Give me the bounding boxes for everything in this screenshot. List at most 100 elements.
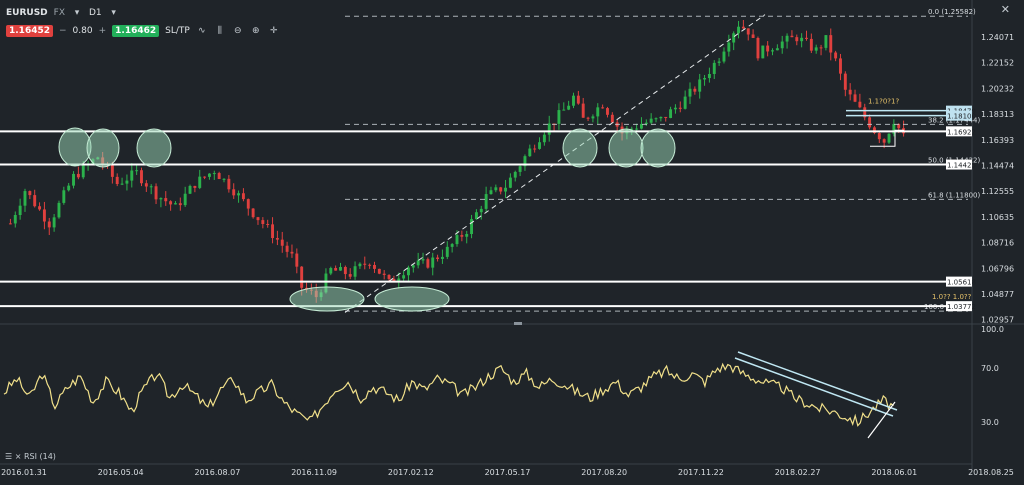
candle-body <box>863 107 867 118</box>
price-tick-label: 1.04877 <box>981 290 1014 299</box>
chart-toolbar: EURUSD FX ▾ D1 ▾ 1.16452 − 0.80 + 1.1646… <box>6 4 280 37</box>
candle-body <box>848 89 852 95</box>
level-price-tag <box>946 276 972 287</box>
fib-partial-label: 1.1?0?1? <box>868 98 899 106</box>
level-price-label: 1.05618 <box>947 279 976 287</box>
symbol-label[interactable]: EURUSD <box>6 8 48 18</box>
candle-body <box>47 221 51 228</box>
candle-body <box>115 176 119 185</box>
candle-body <box>533 148 537 150</box>
candle-body <box>397 278 401 282</box>
candle-body <box>843 73 847 90</box>
crosshair-icon[interactable]: ✛ <box>270 26 278 36</box>
price-box-tag <box>946 105 972 116</box>
candle-body <box>654 118 658 120</box>
zoom-in-icon[interactable]: ⊕ <box>252 26 260 36</box>
candle-body <box>295 253 299 267</box>
time-tick-label: 2016.11.09 <box>291 468 337 477</box>
candle-body <box>610 114 614 123</box>
candle-body <box>824 35 828 48</box>
candle-body <box>416 260 420 266</box>
candle-body <box>892 123 896 134</box>
zoom-out-icon[interactable]: ⊖ <box>234 26 242 36</box>
timeframe-label[interactable]: D1 <box>89 8 102 18</box>
candle-body <box>382 273 386 275</box>
close-indicator-icon[interactable]: ⨯ <box>14 452 22 461</box>
candle-body <box>455 235 459 245</box>
candle-body <box>329 268 333 274</box>
candle-body <box>741 26 745 29</box>
price-tick-label: 1.14474 <box>981 162 1014 171</box>
candle-body <box>203 176 207 178</box>
candle-body <box>766 45 770 52</box>
candle-body <box>159 198 163 200</box>
level-price-tag <box>946 301 972 312</box>
candle-body <box>149 186 153 188</box>
candle-body <box>23 191 27 206</box>
rsi-tick-label: 70.0 <box>981 364 999 373</box>
price-tick-label: 1.06796 <box>981 264 1014 273</box>
candle-body <box>528 148 532 157</box>
candle-body <box>110 165 114 177</box>
rsi-line <box>3 362 894 427</box>
bar-chart-icon[interactable]: ⫼ <box>217 26 222 36</box>
chevron-down-icon[interactable]: ▾ <box>74 8 80 18</box>
bid-price[interactable]: 1.16452 <box>6 25 53 37</box>
candle-body <box>271 224 275 239</box>
candle-body <box>164 198 168 202</box>
candle-body <box>542 134 546 143</box>
candle-body <box>266 224 270 226</box>
time-tick-label: 2016.08.07 <box>194 468 240 477</box>
candle-body <box>639 124 643 129</box>
candle-body <box>135 170 139 172</box>
level-price-tag <box>946 126 972 137</box>
menu-icon[interactable]: ☰ <box>5 452 13 461</box>
highlight-ellipse <box>640 128 676 168</box>
highlight-ellipse <box>86 128 120 168</box>
candle-body <box>183 193 187 206</box>
candle-body <box>217 173 221 180</box>
candle-body <box>38 206 42 210</box>
candle-body <box>698 79 702 92</box>
candle-body <box>62 190 66 203</box>
candle-body <box>809 38 813 51</box>
candle-body <box>212 173 216 175</box>
candle-body <box>52 217 56 228</box>
price-tick-label: 1.22152 <box>981 59 1014 68</box>
price-box-tag <box>946 110 972 121</box>
minus-sign: − <box>59 26 67 36</box>
candle-body <box>853 94 857 102</box>
candle-body <box>688 88 692 97</box>
candle-body <box>232 189 236 196</box>
price-tick-label: 1.02957 <box>981 316 1014 325</box>
close-icon[interactable]: ✕ <box>1000 3 1010 16</box>
candle-body <box>683 96 687 109</box>
ask-price[interactable]: 1.16462 <box>112 25 160 37</box>
candle-body <box>780 41 784 49</box>
candle-body <box>402 275 406 279</box>
rsi-rising-line <box>867 401 896 439</box>
candle-body <box>567 105 571 110</box>
price-tick-label: 1.16393 <box>981 136 1014 145</box>
candle-body <box>13 215 17 224</box>
time-tick-label: 2018.08.25 <box>968 468 1014 477</box>
price-tick-label: 1.12555 <box>981 187 1014 196</box>
candle-body <box>649 118 653 123</box>
candle-body <box>669 109 673 118</box>
candle-body <box>596 107 600 117</box>
candle-body <box>572 95 575 106</box>
chevron-down-icon[interactable]: ▾ <box>111 8 116 18</box>
time-tick-label: 2018.02.27 <box>775 468 821 477</box>
candle-body <box>707 73 711 79</box>
fibonacci-label: 0.0 (1.25582) <box>928 8 976 16</box>
candle-body <box>775 48 779 51</box>
line-chart-icon[interactable]: ∿ <box>198 26 206 36</box>
candle-body <box>178 203 182 206</box>
candle-body <box>576 95 580 104</box>
candle-body <box>494 187 498 191</box>
candle-body <box>57 202 61 218</box>
candle-body <box>76 173 80 178</box>
sltp-button[interactable]: SL/TP <box>165 26 190 36</box>
candle-body <box>368 264 372 266</box>
candle-body <box>581 103 585 118</box>
